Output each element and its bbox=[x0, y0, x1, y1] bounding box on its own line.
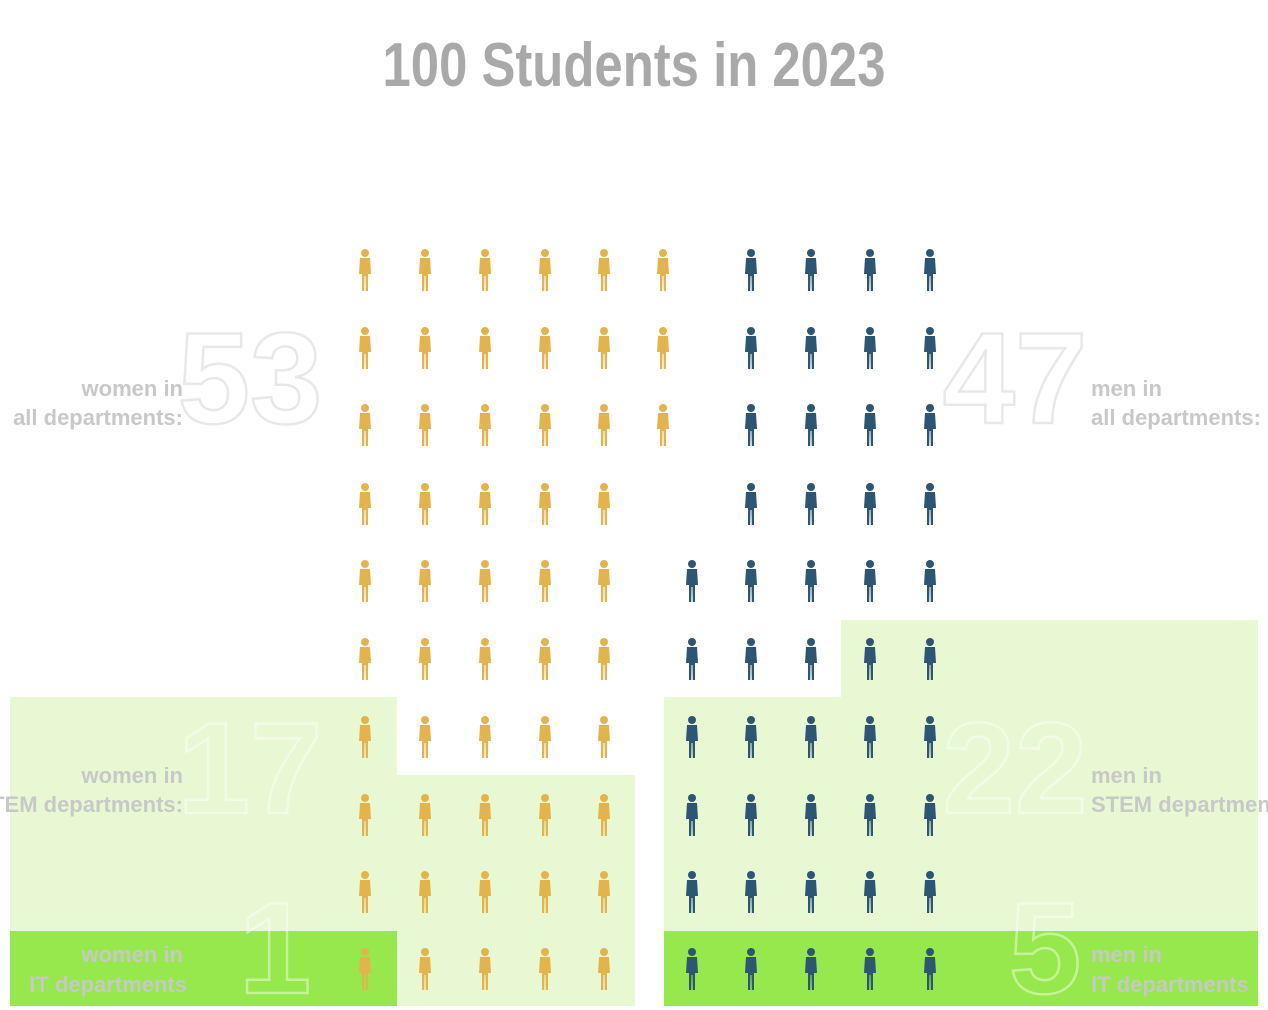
women-all-label-2: all departments: bbox=[13, 405, 183, 430]
women-person-icon bbox=[539, 404, 551, 446]
men-all-label-1: men in bbox=[1091, 376, 1162, 401]
women-person-icon bbox=[359, 327, 371, 369]
women-all-number: 53 bbox=[178, 305, 323, 451]
women-person-icon bbox=[419, 249, 431, 291]
men-stem-label-2: STEM departments: bbox=[1091, 792, 1268, 817]
women-person-icon bbox=[598, 483, 610, 525]
women-person-icon bbox=[359, 483, 371, 525]
women-stem-label-1: women in bbox=[81, 763, 183, 788]
women-person-icon bbox=[598, 404, 610, 446]
men-person-icon bbox=[864, 483, 876, 525]
women-person-icon bbox=[539, 716, 551, 758]
men-person-icon bbox=[805, 638, 817, 680]
women-person-icon bbox=[359, 404, 371, 446]
women-stem-number: 17 bbox=[178, 695, 323, 841]
men-person-icon bbox=[924, 483, 936, 525]
women-person-icon bbox=[657, 327, 669, 369]
chart-title: 100 Students in 2023 bbox=[382, 31, 886, 100]
men-it-label-1: men in bbox=[1091, 942, 1162, 967]
men-all-number: 47 bbox=[943, 305, 1088, 451]
women-person-icon bbox=[479, 716, 491, 758]
women-person-icon bbox=[419, 716, 431, 758]
women-person-icon bbox=[419, 483, 431, 525]
men-person-icon bbox=[864, 560, 876, 602]
men-person-icon bbox=[805, 483, 817, 525]
women-person-icon bbox=[419, 327, 431, 369]
women-person-icon bbox=[598, 327, 610, 369]
men-person-icon bbox=[745, 560, 757, 602]
big-numbers: 53 47 17 22 1 5 bbox=[176, 304, 1088, 1010]
women-person-icon bbox=[419, 638, 431, 680]
women-it-number: 1 bbox=[239, 875, 311, 1010]
women-person-icon bbox=[479, 560, 491, 602]
women-person-icon bbox=[419, 560, 431, 602]
women-person-icon bbox=[479, 249, 491, 291]
women-person-icon bbox=[598, 560, 610, 602]
men-it-label-2: IT departments bbox=[1091, 972, 1249, 997]
women-it-label-1: women in bbox=[81, 942, 183, 967]
women-person-icon bbox=[479, 404, 491, 446]
women-person-icon bbox=[479, 327, 491, 369]
men-person-icon bbox=[924, 327, 936, 369]
men-person-icon bbox=[805, 404, 817, 446]
women-person-icon bbox=[419, 404, 431, 446]
women-stem-region bbox=[10, 697, 635, 1006]
men-person-icon bbox=[686, 560, 698, 602]
men-person-icon bbox=[686, 638, 698, 680]
men-person-icon bbox=[924, 560, 936, 602]
category-labels: women in all departments: men in all dep… bbox=[0, 376, 1268, 997]
women-person-icon bbox=[479, 483, 491, 525]
women-all-label-1: women in bbox=[81, 376, 183, 401]
women-stem-label-2: STEM departments: bbox=[0, 792, 183, 817]
men-it-number: 5 bbox=[1009, 875, 1081, 1010]
men-person-icon bbox=[745, 483, 757, 525]
women-person-icon bbox=[657, 249, 669, 291]
men-person-icon bbox=[805, 327, 817, 369]
men-person-icon bbox=[745, 638, 757, 680]
men-stem-number: 22 bbox=[943, 695, 1088, 841]
women-person-icon bbox=[657, 404, 669, 446]
men-stem-label-1: men in bbox=[1091, 763, 1162, 788]
women-person-icon bbox=[479, 638, 491, 680]
men-person-icon bbox=[745, 327, 757, 369]
men-person-icon bbox=[864, 404, 876, 446]
women-person-icon bbox=[539, 483, 551, 525]
men-person-icon bbox=[745, 249, 757, 291]
men-person-icon bbox=[805, 249, 817, 291]
women-person-icon bbox=[359, 638, 371, 680]
women-person-icon bbox=[598, 638, 610, 680]
men-person-icon bbox=[864, 249, 876, 291]
women-person-icon bbox=[359, 560, 371, 602]
women-person-icon bbox=[598, 716, 610, 758]
women-person-icon bbox=[539, 638, 551, 680]
men-all-label-2: all departments: bbox=[1091, 405, 1261, 430]
men-person-icon bbox=[864, 327, 876, 369]
women-person-icon bbox=[539, 249, 551, 291]
men-it-region bbox=[664, 931, 1258, 1006]
women-person-icon bbox=[539, 560, 551, 602]
women-person-icon bbox=[598, 249, 610, 291]
women-person-icon bbox=[539, 327, 551, 369]
men-person-icon bbox=[745, 404, 757, 446]
women-person-icon bbox=[359, 249, 371, 291]
women-it-region bbox=[10, 931, 397, 1006]
men-person-icon bbox=[924, 404, 936, 446]
men-person-icon bbox=[805, 560, 817, 602]
men-person-icon bbox=[924, 249, 936, 291]
women-it-label-2: IT departments bbox=[29, 972, 187, 997]
